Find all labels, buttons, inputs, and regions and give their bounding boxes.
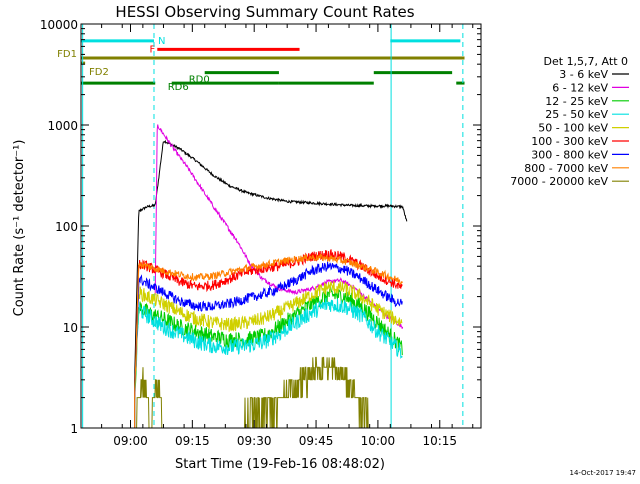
legend-label: 3 - 6 keV (559, 68, 608, 81)
legend-label: 12 - 25 keV (545, 95, 608, 108)
y-tick-label: 1 (70, 422, 78, 436)
y-tick-label: 10 (63, 321, 78, 335)
series-line (134, 296, 403, 428)
series-line (134, 249, 403, 428)
flag-label: F (150, 44, 156, 55)
chart-title: HESSI Observing Summary Count Rates (115, 3, 414, 21)
flag-label: FD1 (57, 49, 77, 60)
legend-label: 100 - 300 keV (531, 135, 608, 148)
series-line (134, 253, 403, 428)
x-tick-label: 09:00 (113, 434, 148, 448)
x-tick-label: 10:00 (361, 434, 396, 448)
legend-label: 800 - 7000 keV (524, 162, 608, 175)
legend-label: 300 - 800 keV (531, 148, 608, 161)
legend-label: 50 - 100 keV (538, 122, 608, 135)
series-lines (134, 124, 408, 429)
series-line (134, 280, 403, 428)
flag-label: RD6 (168, 82, 189, 93)
date-stamp: 14-Oct-2017 19:47 (570, 469, 636, 477)
x-axis-title: Start Time (19-Feb-16 08:48:02) (175, 457, 385, 472)
legend-label: 6 - 12 keV (552, 81, 608, 94)
legend-header: Det 1,5,7, Att 0 (544, 55, 628, 68)
y-tick-label: 10000 (40, 18, 78, 32)
series-line (154, 124, 404, 329)
series-line (134, 139, 408, 428)
flag-label: FD2 (89, 67, 109, 78)
y-tick-label: 100 (55, 220, 78, 234)
x-tick-label: 09:15 (175, 434, 210, 448)
x-tick-label: 09:45 (299, 434, 334, 448)
legend-label: 7000 - 20000 keV (510, 175, 608, 188)
x-tick-label: 10:15 (422, 434, 457, 448)
flag-label: N (158, 36, 165, 47)
y-tick-label: 1000 (47, 119, 78, 133)
legend-label: 25 - 50 keV (545, 108, 608, 121)
flag-label: RD0 (189, 75, 210, 86)
y-axis-title: Count Rate (s⁻¹ detector⁻¹) (12, 140, 27, 317)
x-tick-label: 09:30 (237, 434, 272, 448)
axes: 09:00 09:15 09:30 09:45 10:00 10:15 1 10 100 1000… (40, 18, 481, 448)
series-line (134, 261, 403, 428)
